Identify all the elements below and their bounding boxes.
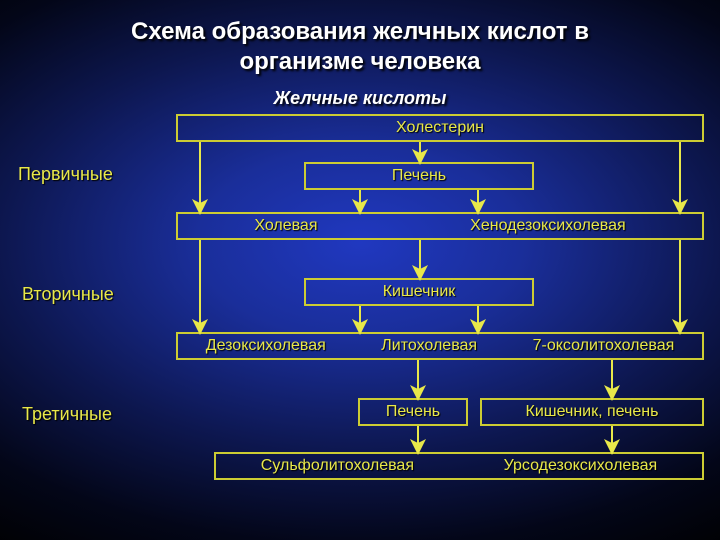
- cell-label: Хенодезоксихолевая: [464, 217, 632, 235]
- box-liver1: Печень: [304, 162, 534, 190]
- cell-label: Литохолевая: [375, 337, 483, 355]
- box-cholesterol: Холестерин: [176, 114, 704, 142]
- cell-label: Печень: [380, 403, 446, 421]
- cell-label: 7-оксолитохолевая: [527, 337, 681, 355]
- title-line1: Схема образования желчных кислот в: [0, 18, 720, 46]
- rowlabel-primary: Первичные: [18, 164, 113, 185]
- box-row-secondary: Дезоксихолевая Литохолевая 7-оксолитохолев…: [176, 332, 704, 360]
- cell-label: Урсодезоксихолевая: [498, 457, 664, 475]
- box-row-tertiary: Сульфолитохолевая Урсодезоксихолевая: [214, 452, 704, 480]
- cell-label: Сульфолитохолевая: [255, 457, 420, 475]
- cell-label: Кишечник: [377, 283, 462, 301]
- cell-label: Холестерин: [390, 119, 490, 137]
- cell-label: Кишечник, печень: [520, 403, 665, 421]
- box-row-primary: Холевая Хенодезоксихолевая: [176, 212, 704, 240]
- rowlabel-tertiary: Третичные: [22, 404, 112, 425]
- title-line2: организме человека: [0, 48, 720, 76]
- subtitle: Желчные кислоты: [0, 88, 720, 109]
- cell-label: Холевая: [248, 217, 323, 235]
- cell-label: Печень: [386, 167, 452, 185]
- box-intest-liver: Кишечник, печень: [480, 398, 704, 426]
- cell-label: Дезоксихолевая: [200, 337, 332, 355]
- box-liver2: Печень: [358, 398, 468, 426]
- rowlabel-secondary: Вторичные: [22, 284, 114, 305]
- box-intestine: Кишечник: [304, 278, 534, 306]
- slide: Схема образования желчных кислот в орган…: [0, 0, 720, 540]
